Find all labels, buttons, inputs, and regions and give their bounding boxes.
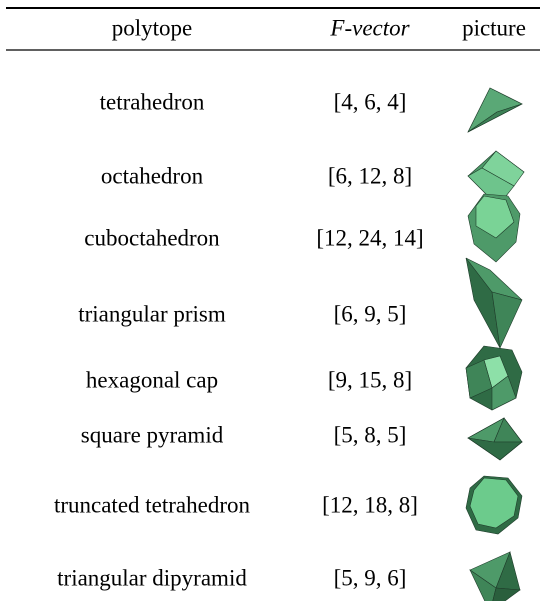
- fvector-cell: [4, 6, 4]: [334, 89, 407, 114]
- name-cell: octahedron: [101, 163, 204, 188]
- fvector-cell: [12, 24, 14]: [316, 225, 423, 250]
- header-cell: F-vector: [329, 15, 410, 40]
- name-cell: triangular prism: [78, 301, 226, 326]
- name-cell: cuboctahedron: [84, 225, 220, 250]
- header-cell: polytope: [112, 15, 193, 40]
- fvector-cell: [5, 8, 5]: [334, 422, 407, 447]
- fvector-cell: [12, 18, 8]: [322, 492, 418, 517]
- fvector-cell: [6, 9, 5]: [334, 301, 407, 326]
- triangular-dipyramid-icon: [469, 551, 521, 601]
- square-pyramid-icon: [467, 417, 523, 461]
- fvector-cell: [6, 12, 8]: [328, 163, 412, 188]
- name-cell: tetrahedron: [100, 89, 205, 114]
- tetrahedron-icon: [467, 87, 523, 133]
- fvector-cell: [9, 15, 8]: [328, 367, 412, 392]
- truncated-tetrahedron-icon: [465, 475, 523, 535]
- name-cell: square pyramid: [81, 422, 224, 447]
- name-cell: truncated tetrahedron: [54, 492, 251, 517]
- name-cell: triangular dipyramid: [57, 565, 247, 590]
- name-cell: hexagonal cap: [86, 367, 218, 392]
- header-cell: picture: [462, 15, 526, 40]
- triangular-prism-icon: [465, 257, 523, 350]
- hexagonal-cap-icon: [465, 345, 523, 411]
- fvector-cell: [5, 9, 6]: [334, 565, 407, 590]
- cuboctahedron-icon: [467, 193, 521, 263]
